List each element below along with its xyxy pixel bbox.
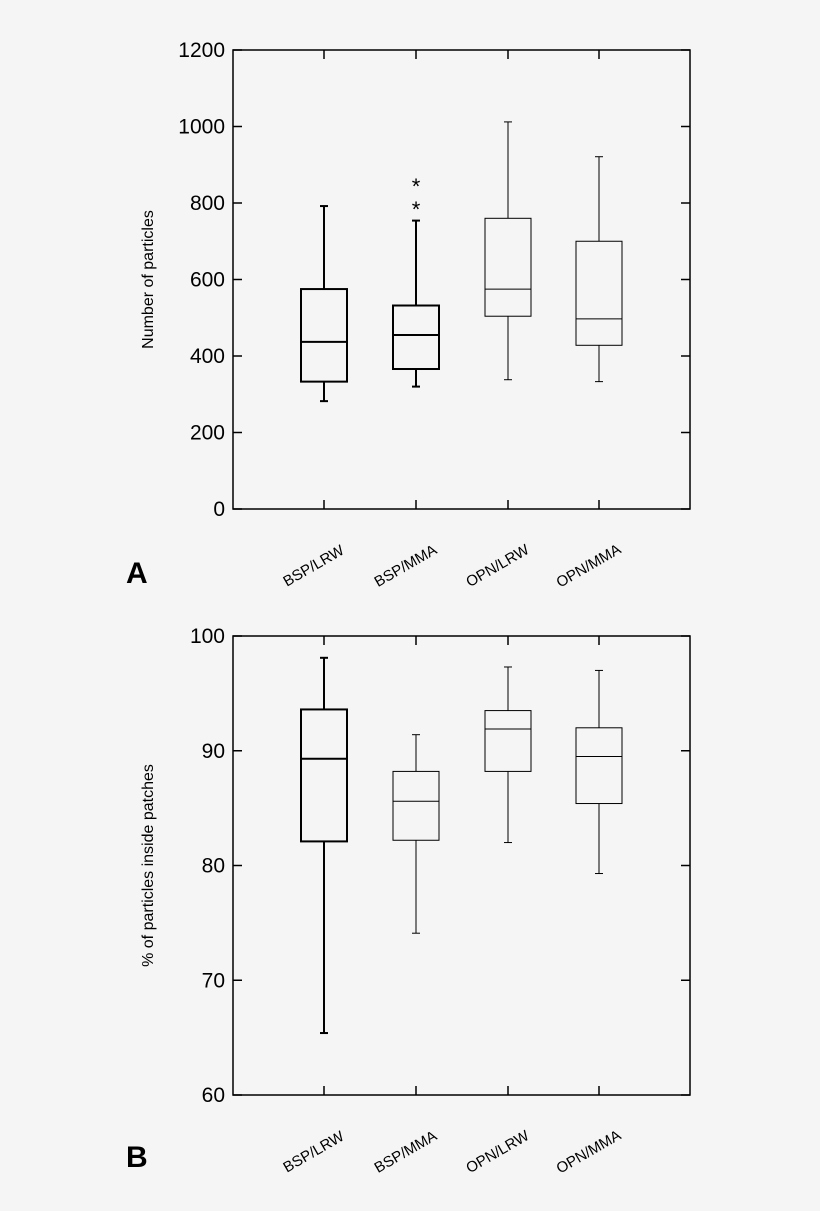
x-category-label: OPN/MMA — [553, 1127, 624, 1178]
y-tick-label: 1000 — [178, 116, 225, 139]
box-iqr — [575, 727, 623, 805]
plot-frame — [232, 635, 691, 1096]
panel-letter: A — [126, 557, 148, 590]
panel-b: 60 70 80 90 100 % of particles inside patches… — [126, 625, 691, 1177]
box-iqr — [392, 304, 440, 371]
outlier-marker: * — [412, 197, 421, 222]
y-tick-label: 80 — [202, 855, 225, 878]
box-iqr — [300, 708, 348, 843]
y-tick-label: 70 — [202, 969, 225, 992]
y-tick-label: 200 — [190, 422, 225, 445]
y-tick-label: 400 — [190, 345, 225, 368]
box-iqr — [392, 770, 440, 841]
box-iqr — [484, 217, 532, 317]
y-tick-label: 600 — [190, 269, 225, 292]
panel-a: 0 200 400 600 800 1000 1200 Number of particles… — [126, 39, 691, 591]
box-iqr — [575, 240, 623, 346]
y-tick-label: 800 — [190, 192, 225, 215]
y-axis-title: % of particles inside patches — [140, 764, 157, 967]
box-opn-mma: OPN/MMA — [553, 50, 624, 591]
box-opn-lrw: OPN/LRW — [463, 50, 533, 591]
x-category-label: OPN/LRW — [463, 541, 533, 591]
y-axis-title: Number of particles — [140, 210, 157, 349]
x-category-label: OPN/LRW — [463, 1127, 533, 1177]
box-opn-mma: OPN/MMA — [553, 636, 624, 1177]
panel-letter: B — [126, 1141, 148, 1174]
box-iqr — [300, 288, 348, 383]
box-opn-lrw: OPN/LRW — [463, 636, 533, 1177]
x-category-label: OPN/MMA — [553, 541, 624, 592]
y-tick-label: 60 — [202, 1084, 225, 1107]
plot-frame — [232, 49, 691, 510]
box-iqr — [484, 710, 532, 772]
y-tick-label: 0 — [213, 498, 225, 521]
outlier-marker: * — [412, 174, 421, 199]
y-tick-label: 90 — [202, 740, 225, 763]
x-category-label: BSP/LRW — [280, 1128, 347, 1177]
y-tick-label: 100 — [190, 625, 225, 648]
y-tick-label: 1200 — [178, 39, 225, 62]
x-category-label: BSP/LRW — [280, 542, 347, 591]
x-category-label: BSP/MMA — [372, 541, 440, 590]
x-category-label: BSP/MMA — [372, 1127, 440, 1176]
